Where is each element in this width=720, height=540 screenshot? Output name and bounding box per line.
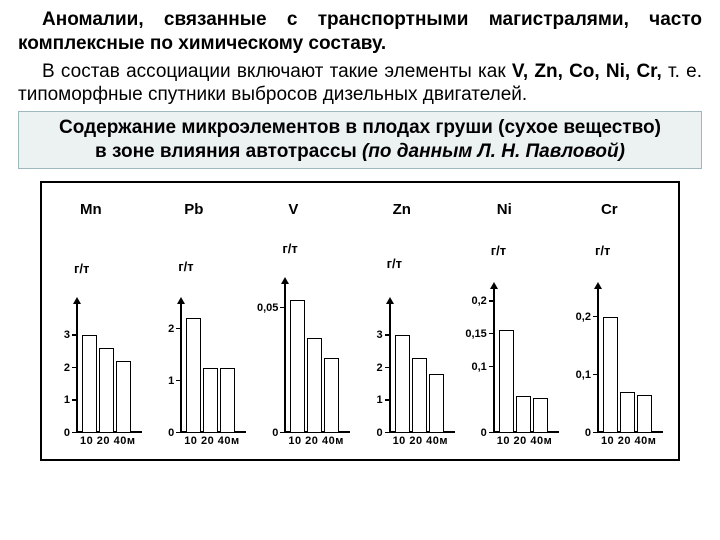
chart-ni: Ni г/т 00,10,150,2 10 20 40м (469, 201, 564, 447)
y-tick: 2 (64, 362, 76, 374)
chart-title: Ni (497, 201, 564, 218)
y-tick: 0,2 (471, 295, 492, 307)
page: Аномалии, связанные с транспортными маги… (0, 0, 720, 540)
y-axis-arrow (594, 282, 602, 289)
y-axis-arrow (73, 297, 81, 304)
bars (186, 303, 235, 433)
x-ticks: 10 20 40м (80, 435, 135, 447)
bar (99, 348, 114, 433)
bar (290, 300, 305, 433)
y-tick: 0 (481, 427, 493, 439)
charts-row: Mnг/т012310 20 40мPbг/т01210 20 40мVг/т0… (52, 201, 668, 447)
bar (637, 395, 652, 433)
paragraph-1: Аномалии, связанные с транспортными маги… (18, 8, 702, 56)
y-tick: 3 (376, 329, 388, 341)
x-ticks: 10 20 40м (393, 435, 448, 447)
chart-title: Mn (80, 201, 147, 218)
paragraph-2: В состав ассоциации включают такие элеме… (18, 60, 702, 108)
y-axis (284, 283, 286, 433)
bar (186, 318, 201, 432)
axis-box: 00,05 (284, 283, 350, 433)
y-unit-label: г/т (282, 241, 297, 256)
chart-cr: Crг/т00,10,210 20 40м (573, 201, 668, 447)
y-tick: 2 (168, 323, 180, 335)
y-tick: 0,05 (257, 302, 284, 314)
chart-pb: Pbг/т01210 20 40м (156, 201, 251, 447)
bars (290, 283, 339, 433)
y-tick: 0,15 (465, 328, 492, 340)
y-tick: 0,1 (576, 369, 597, 381)
hl-line1: Содержание микроэлементов в плодах груши… (27, 116, 693, 140)
y-tick: 0 (272, 427, 284, 439)
y-axis (180, 303, 182, 433)
y-tick: 0,1 (471, 361, 492, 373)
bar (82, 335, 97, 433)
chart-title: Pb (184, 201, 251, 218)
bar (412, 358, 427, 433)
bar (429, 374, 444, 433)
chart-v: Vг/т00,0510 20 40м (260, 201, 355, 447)
axis-box: 0123 (76, 303, 142, 433)
chart-title: V (288, 201, 355, 218)
bar (307, 338, 322, 433)
x-ticks: 10 20 40м (497, 435, 552, 447)
chart-frame: Mnг/т012310 20 40мPbг/т01210 20 40мVг/т0… (40, 181, 680, 461)
y-tick: 3 (64, 329, 76, 341)
y-tick: 0 (376, 427, 388, 439)
y-axis (389, 303, 391, 433)
bars (395, 303, 444, 433)
y-unit-label: г/т (178, 259, 193, 274)
y-axis (76, 303, 78, 433)
bars (499, 288, 548, 433)
bar (116, 361, 131, 433)
bars (603, 288, 652, 433)
y-unit-label: г/т (74, 261, 89, 276)
y-unit-label: г/т (595, 243, 610, 258)
p1-bold: Аномалии, связанные с транспортными маги… (18, 9, 702, 54)
y-tick: 0,2 (576, 311, 597, 323)
y-axis (493, 288, 495, 433)
y-tick: 1 (168, 375, 180, 387)
bar (203, 368, 218, 433)
y-tick: 0 (168, 427, 180, 439)
hl-l2b: (по данным Л. Н. Павловой) (362, 141, 625, 162)
chart-title: Cr (601, 201, 668, 218)
y-axis-arrow (177, 297, 185, 304)
bar (395, 335, 410, 433)
y-tick: 1 (64, 394, 76, 406)
highlight-box: Содержание микроэлементов в плодах груши… (18, 111, 702, 169)
x-ticks: 10 20 40м (288, 435, 343, 447)
chart-mn: Mnг/т012310 20 40м (52, 201, 147, 447)
axis-box: 00,10,150,2 (493, 288, 559, 433)
y-tick: 1 (376, 394, 388, 406)
y-unit-label: г/т (387, 256, 402, 271)
y-tick: 2 (376, 362, 388, 374)
axis-box: 0123 (389, 303, 455, 433)
y-unit-label: г/т (491, 243, 506, 258)
y-tick: 0 (585, 427, 597, 439)
hl-l2a: в зоне влияния автотрассы (95, 141, 362, 162)
p2-a: В состав ассоциации включают такие элеме… (42, 61, 512, 82)
x-ticks: 10 20 40м (601, 435, 656, 447)
bar (620, 392, 635, 433)
p2-elements: V, Zn, Co, Ni, Cr, (512, 61, 662, 82)
y-axis-arrow (281, 277, 289, 284)
bar (603, 317, 618, 433)
chart-zn: Znг/т012310 20 40м (365, 201, 460, 447)
bar (324, 358, 339, 433)
y-axis-arrow (386, 297, 394, 304)
axis-box: 012 (180, 303, 246, 433)
y-tick: 0 (64, 427, 76, 439)
chart-title: Zn (393, 201, 460, 218)
bars (82, 303, 131, 433)
bar (516, 396, 531, 432)
y-axis-arrow (490, 282, 498, 289)
axis-box: 00,10,2 (597, 288, 663, 433)
hl-line2: в зоне влияния автотрассы (по данным Л. … (27, 140, 693, 164)
bar (533, 398, 548, 432)
bar (499, 330, 514, 432)
bar (220, 368, 235, 433)
y-axis (597, 288, 599, 433)
x-ticks: 10 20 40м (184, 435, 239, 447)
